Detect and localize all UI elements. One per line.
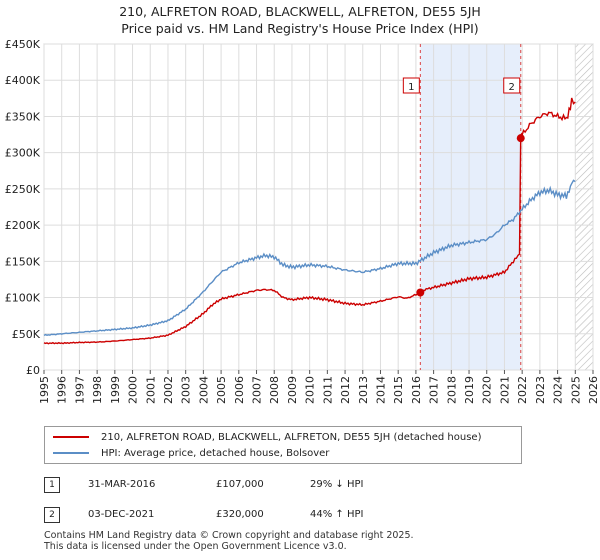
legend-swatch-property <box>53 436 89 438</box>
x-tick-label: 2006 <box>233 376 246 404</box>
x-tick-label: 2004 <box>197 376 210 404</box>
y-tick-label: £100K <box>5 292 41 305</box>
transaction-hpi: 29% ↓ HPI <box>310 479 364 490</box>
x-tick-label: 2022 <box>516 376 529 404</box>
y-tick-label: £400K <box>5 74 41 87</box>
x-tick-label: 2012 <box>339 376 352 404</box>
x-tick-label: 2002 <box>162 376 175 404</box>
x-tick-label: 2024 <box>552 376 565 404</box>
transaction-price: £320,000 <box>216 509 264 520</box>
x-tick-label: 2019 <box>463 376 476 404</box>
x-tick-label: 2007 <box>251 376 264 404</box>
transaction-row: 2 03-DEC-2021 £320,000 44% ↑ HPI <box>44 505 564 525</box>
sale-marker <box>416 288 425 297</box>
x-tick-label: 1999 <box>109 376 122 404</box>
x-tick-label: 2000 <box>127 376 140 404</box>
x-tick-label: 2005 <box>215 376 228 404</box>
x-tick-label: 2013 <box>357 376 370 404</box>
x-tick-label: 2011 <box>321 376 334 404</box>
annotation-badge <box>503 77 521 94</box>
annotation-label: 1 <box>408 82 414 93</box>
x-tick-label: 2016 <box>410 376 423 404</box>
x-tick-label: 1996 <box>56 376 69 404</box>
x-tick-label: 2001 <box>144 376 157 404</box>
legend-item-hpi: HPI: Average price, detached house, Bols… <box>53 446 329 460</box>
forecast-hatch <box>575 44 593 370</box>
x-tick-label: 1998 <box>91 376 104 404</box>
x-tick-label: 2023 <box>534 376 547 404</box>
x-tick-label: 2020 <box>481 376 494 404</box>
chart-title: 210, ALFRETON ROAD, BLACKWELL, ALFRETON,… <box>119 4 481 19</box>
legend-label-hpi: HPI: Average price, detached house, Bols… <box>101 447 330 459</box>
transaction-hpi: 44% ↑ HPI <box>310 509 364 520</box>
hpi-line <box>43 179 576 337</box>
transaction-row: 1 31-MAR-2016 £107,000 29% ↓ HPI <box>44 475 564 495</box>
x-tick-label: 2018 <box>445 376 458 404</box>
x-tick-label: 2017 <box>428 376 441 404</box>
y-tick-label: £300K <box>5 147 41 160</box>
legend-label-property: 210, ALFRETON ROAD, BLACKWELL, ALFRETON,… <box>101 431 482 443</box>
transaction-badge: 1 <box>44 477 60 493</box>
x-tick-label: 2010 <box>304 376 317 404</box>
x-tick-label: 2025 <box>569 376 582 404</box>
annotation-label: 2 <box>509 82 515 93</box>
chart-legend: 210, ALFRETON ROAD, BLACKWELL, ALFRETON,… <box>44 426 522 464</box>
x-tick-label: 2003 <box>180 376 193 404</box>
x-tick-label: 2014 <box>374 376 387 404</box>
legend-item-property: 210, ALFRETON ROAD, BLACKWELL, ALFRETON,… <box>53 430 481 444</box>
y-tick-label: £50K <box>12 328 41 341</box>
y-tick-label: £350K <box>5 110 41 123</box>
chart-subtitle: Price paid vs. HM Land Registry's House … <box>121 21 479 36</box>
footer: Contains HM Land Registry data © Crown c… <box>44 530 414 552</box>
transaction-date: 31-MAR-2016 <box>88 479 156 490</box>
legend-swatch-hpi <box>53 452 89 454</box>
y-tick-label: £200K <box>5 219 41 232</box>
y-tick-label: £450K <box>5 38 41 51</box>
x-tick-label: 2026 <box>587 376 600 404</box>
x-tick-label: 2008 <box>268 376 281 404</box>
x-tick-label: 2009 <box>286 376 299 404</box>
x-tick-label: 1997 <box>73 376 86 404</box>
x-tick-label: 2015 <box>392 376 405 404</box>
price-chart: £0 £50K £100K £150K £200K £250K £300K £350K £400… <box>5 38 600 404</box>
y-tick-label: £0 <box>26 364 40 377</box>
transaction-price: £107,000 <box>216 479 264 490</box>
sale-marker <box>516 134 525 143</box>
x-tick-label: 1995 <box>38 376 51 404</box>
annotation-badge <box>402 77 420 94</box>
property-price-line <box>43 97 576 345</box>
footer-copyright: Contains HM Land Registry data © Crown c… <box>44 530 414 541</box>
x-tick-label: 2021 <box>498 376 511 404</box>
y-tick-label: £150K <box>5 255 41 268</box>
transaction-date: 03-DEC-2021 <box>88 509 155 520</box>
y-tick-label: £250K <box>5 183 41 196</box>
transaction-badge: 2 <box>44 507 60 523</box>
footer-licence: This data is licensed under the Open Gov… <box>44 541 347 552</box>
